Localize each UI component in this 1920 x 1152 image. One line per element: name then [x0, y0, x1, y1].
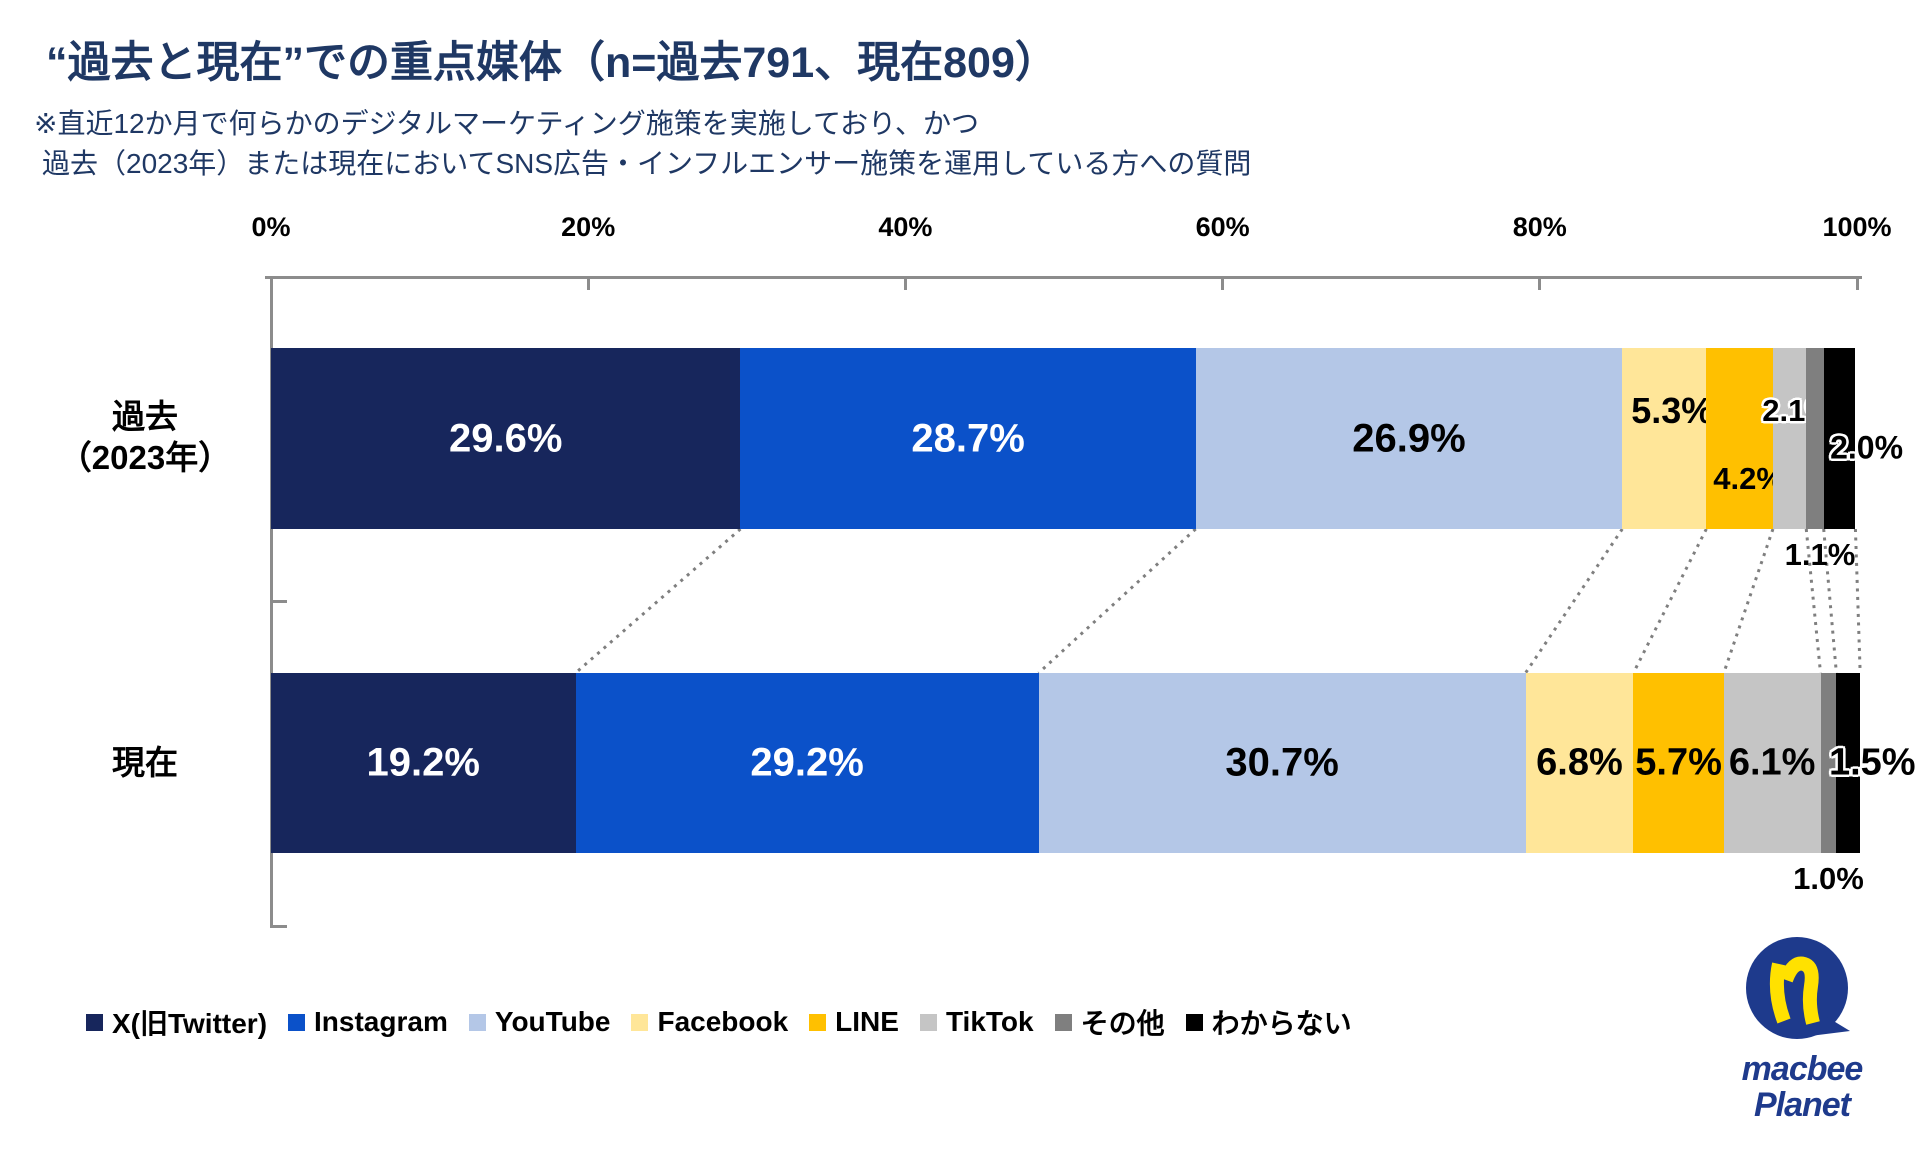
bar-segment-past-2: [1195, 348, 1623, 529]
bar-segment-current-3: [1525, 673, 1634, 853]
legend-label: Facebook: [657, 1006, 789, 1037]
category-label-current-line1: 現在: [112, 744, 178, 781]
legend-item: LINE: [809, 1006, 899, 1038]
connector-line: [1853, 528, 1862, 674]
macbee-planet-logo: macbee Planet: [1722, 936, 1882, 1123]
legend-label: LINE: [835, 1006, 899, 1037]
legend-label: その他: [1080, 1008, 1165, 1039]
legend-swatch-icon: [86, 1013, 103, 1031]
category-label-past-line2: （2023年）: [58, 439, 232, 476]
legend-item: TikTok: [919, 1006, 1034, 1038]
x-axis-tick: [903, 276, 907, 290]
plot-top-border: [265, 276, 1862, 279]
data-label-current-3: 6.8%: [1536, 741, 1623, 784]
bar-segment-current-7: [1836, 673, 1861, 853]
data-label-past-1: 28.7%: [911, 416, 1025, 460]
legend-item: YouTube: [468, 1006, 611, 1038]
data-label-current-2: 30.7%: [1225, 740, 1339, 785]
data-label-current-7: 1.5%: [1828, 741, 1916, 784]
x-axis-tick: [269, 276, 273, 290]
bar-segment-current-5: [1723, 673, 1821, 853]
x-axis-label: 40%: [878, 212, 933, 242]
connector-line: [1632, 528, 1708, 674]
subtitle: ※直近12か月で何らかのデジタルマーケティング施策を実施しており、かつ 過去（2…: [34, 104, 1251, 184]
legend-label: X(旧Twitter): [112, 1008, 268, 1039]
connector-line: [574, 527, 742, 675]
legend: X(旧Twitter) Instagram YouTube Facebook LINE T…: [86, 1000, 1352, 1044]
x-axis-tick: [1221, 276, 1225, 290]
data-label-past-0: 29.6%: [449, 416, 563, 460]
data-label-current-4: 5.7%: [1635, 741, 1722, 784]
data-label-current-1: 29.2%: [750, 740, 864, 785]
bar-segment-current-1: [575, 673, 1039, 853]
x-axis-label: 0%: [251, 212, 291, 242]
legend-swatch-icon: [468, 1013, 486, 1031]
data-label-current-6: 1.0%: [1793, 861, 1864, 896]
legend-label: Instagram: [314, 1006, 448, 1037]
category-axis-tick-bottom: [269, 924, 287, 928]
legend-item: Instagram: [288, 1006, 448, 1038]
legend-swatch-icon: [288, 1013, 306, 1031]
legend-item: X(旧Twitter): [86, 1002, 267, 1042]
bar-segment-past-7: [1823, 348, 1856, 529]
data-label-past-3: 5.3%: [1631, 389, 1714, 431]
x-axis-tick: [586, 276, 590, 290]
bar-segment-past-5: [1772, 348, 1807, 529]
page-title: “過去と現在”での重点媒体（n=過去791、現在809）: [46, 39, 1058, 87]
logo-text-planet: Planet: [1753, 1086, 1851, 1124]
legend-swatch-icon: [919, 1013, 937, 1031]
x-axis-label: 60%: [1195, 212, 1250, 242]
connector-line: [1524, 528, 1624, 674]
bar-segment-current-6: [1820, 673, 1837, 853]
data-label-past-4: 4.2%: [1713, 460, 1784, 496]
legend-swatch-icon: [631, 1013, 649, 1031]
bar-segment-past-1: [740, 348, 1196, 529]
data-label-current-5: 6.1%: [1728, 741, 1816, 784]
legend-swatch-icon: [1185, 1013, 1203, 1031]
legend-label: YouTube: [494, 1006, 611, 1037]
x-axis-label: 100%: [1822, 212, 1892, 242]
bar-segment-past-4: [1706, 348, 1773, 529]
bar-segment-current-0: [271, 673, 576, 853]
speech-bubble-m-icon: [1746, 937, 1850, 1039]
bar-segment-current-4: [1633, 673, 1724, 853]
x-axis-tick: [1855, 276, 1859, 290]
category-axis-tick-middle: [269, 599, 287, 603]
data-label-past-6: 1.1%: [1784, 537, 1856, 572]
bar-segment-past-3: [1622, 348, 1707, 529]
data-label-past-2: 26.9%: [1352, 416, 1466, 460]
x-axis-label: 20%: [561, 212, 616, 242]
data-label-past-7: 2.0%: [1830, 429, 1904, 465]
category-label-past: 過去 （2023年）: [10, 396, 280, 478]
connector-line: [1037, 527, 1197, 675]
category-label-current: 現在: [10, 742, 280, 783]
logo-text-macbee: macbee: [1741, 1050, 1864, 1088]
subtitle-line-1: ※直近12か月で何らかのデジタルマーケティング施策を実施しており、かつ: [34, 108, 980, 139]
legend-swatch-icon: [1054, 1013, 1072, 1031]
bar-segment-past-0: [271, 348, 741, 529]
category-label-past-line1: 過去: [112, 398, 178, 435]
subtitle-line-2: 過去（2023年）または現在においてSNS広告・インフルエンサー施策を運用してい…: [42, 148, 1252, 179]
legend-label: わからない: [1211, 1008, 1352, 1039]
legend-swatch-icon: [809, 1013, 827, 1031]
bar-segment-current-2: [1038, 673, 1526, 853]
legend-item: Facebook: [631, 1006, 788, 1038]
x-axis-label: 80%: [1512, 212, 1567, 242]
bar-segment-past-6: [1806, 348, 1824, 529]
legend-label: TikTok: [945, 1006, 1034, 1037]
legend-item: わからない: [1185, 1002, 1352, 1042]
x-axis-tick: [1538, 276, 1542, 290]
data-label-current-0: 19.2%: [366, 740, 480, 785]
connector-line: [1722, 528, 1775, 674]
legend-item: その他: [1054, 1002, 1165, 1042]
